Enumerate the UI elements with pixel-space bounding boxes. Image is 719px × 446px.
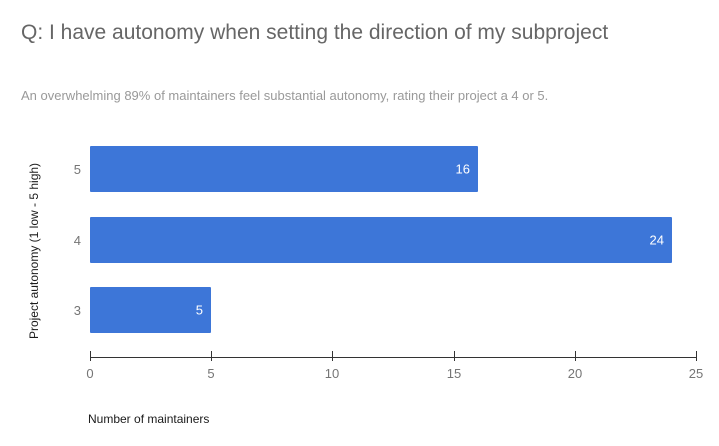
x-axis-title: Number of maintainers (88, 412, 210, 426)
bar-value-label: 16 (455, 161, 470, 177)
chart-title: Q: I have autonomy when setting the dire… (21, 21, 609, 44)
x-axis-tick-label: 20 (567, 366, 583, 381)
x-axis-line (90, 357, 697, 358)
x-axis-tick-label: 15 (446, 366, 462, 381)
x-axis-tick-mark (90, 351, 91, 361)
bar: 16 (90, 146, 478, 192)
bar: 5 (90, 287, 211, 333)
x-axis-tick-mark (696, 351, 697, 361)
x-axis-tick-label: 0 (86, 366, 94, 381)
bar-value-label: 5 (195, 302, 203, 318)
bar-value-label: 24 (649, 232, 664, 248)
x-axis-tick-label: 5 (207, 366, 215, 381)
x-axis-tick-mark (211, 351, 212, 361)
y-category-label: 4 (73, 233, 81, 248)
y-axis-title: Project autonomy (1 low - 5 high) (27, 162, 41, 340)
x-axis-tick-mark (332, 351, 333, 361)
chart-subtitle: An overwhelming 89% of maintainers feel … (21, 88, 549, 103)
x-axis-tick-mark (575, 351, 576, 361)
bar: 24 (90, 217, 672, 263)
y-category-label: 3 (73, 303, 81, 318)
x-axis-tick-label: 10 (324, 366, 340, 381)
x-axis-tick-mark (454, 351, 455, 361)
x-axis-tick-label: 25 (688, 366, 704, 381)
y-category-label: 5 (73, 162, 81, 177)
